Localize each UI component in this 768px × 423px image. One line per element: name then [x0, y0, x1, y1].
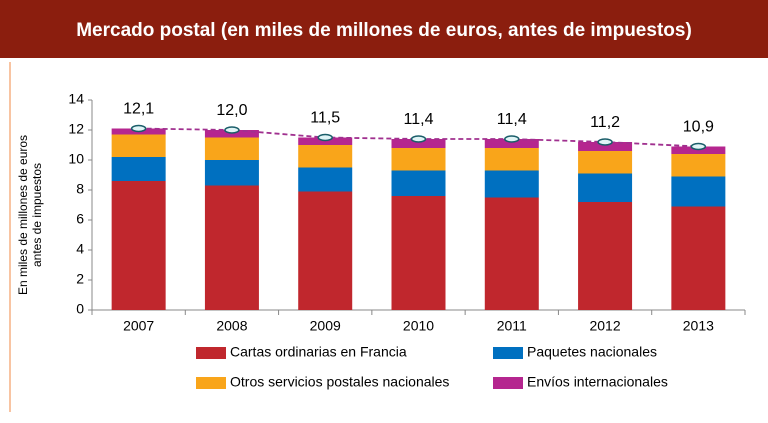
total-marker: [410, 135, 427, 143]
y-tick-label: 2: [76, 271, 84, 287]
bar-segment: [204, 137, 259, 160]
legend-swatch: [493, 347, 523, 359]
bar-segment: [391, 148, 446, 171]
x-tick-label: 2013: [683, 318, 714, 334]
total-label: 11,4: [404, 111, 434, 128]
total-marker: [597, 138, 613, 146]
bar-segment: [298, 145, 353, 168]
chart-title: Mercado postal (en miles de millones de …: [76, 20, 692, 41]
bar-segment: [578, 173, 633, 202]
x-tick-label: 2008: [216, 318, 247, 334]
y-axis-label-line: En miles de millones de euros: [16, 135, 30, 295]
x-tick-label: 2010: [403, 318, 434, 334]
y-tick-label: 8: [76, 181, 84, 197]
total-label: 11,5: [310, 110, 340, 127]
bar-segment: [111, 134, 166, 157]
bar-segment: [578, 142, 633, 151]
y-tick-label: 14: [68, 91, 84, 107]
legend-label: Cartas ordinarias en Francia: [230, 344, 407, 360]
legend-swatch: [196, 377, 226, 389]
x-tick-label: 2011: [497, 318, 527, 334]
total-marker: [317, 133, 333, 142]
bar-segment: [391, 170, 446, 196]
y-axis-label-line: antes de impuestos: [30, 163, 44, 267]
total-marker: [224, 126, 240, 134]
x-tick-label: 2009: [310, 318, 341, 334]
legend-label: Otros servicios postales nacionales: [230, 374, 449, 390]
legend-swatch: [196, 347, 226, 359]
bar-segment: [578, 151, 633, 174]
y-tick-label: 0: [76, 301, 84, 317]
bar-segment: [298, 167, 353, 192]
y-tick-label: 10: [68, 151, 84, 167]
bar-segment: [111, 181, 166, 310]
total-label: 12,1: [123, 101, 154, 118]
y-axis-label: En miles de millones de euros antes de i…: [16, 135, 44, 295]
bar-segment: [111, 157, 166, 181]
y-tick-label: 12: [68, 121, 84, 137]
bar-segment: [484, 170, 539, 198]
bar-segment: [391, 196, 446, 310]
total-label: 11,2: [590, 114, 620, 131]
bar-segment: [204, 185, 259, 310]
bar-segment: [484, 197, 539, 310]
x-tick-label: 2007: [123, 318, 154, 334]
total-label: 10,9: [683, 119, 714, 136]
bar-segment: [391, 139, 446, 148]
bar-segment: [298, 191, 353, 310]
bar-segment: [484, 139, 539, 148]
x-tick-label: 2012: [589, 318, 620, 334]
total-label: 12,0: [216, 102, 247, 119]
total-marker: [690, 142, 707, 151]
bar-segment: [484, 148, 539, 171]
bar-segment: [204, 160, 259, 186]
y-tick-label: 4: [76, 241, 84, 257]
bar-segment: [671, 176, 726, 207]
bar-segment: [671, 154, 726, 177]
legend-label: Paquetes nacionales: [527, 344, 657, 360]
y-tick-label: 6: [76, 211, 84, 227]
bar-segment: [578, 202, 633, 310]
bar-segment: [671, 206, 726, 310]
legend-label: Envíos internacionales: [527, 374, 668, 390]
total-label: 11,4: [497, 111, 527, 128]
bar-segment: [204, 130, 259, 138]
total-marker: [504, 135, 520, 143]
legend-swatch: [493, 377, 523, 389]
header-band: [0, 0, 768, 58]
total-marker: [130, 124, 147, 133]
